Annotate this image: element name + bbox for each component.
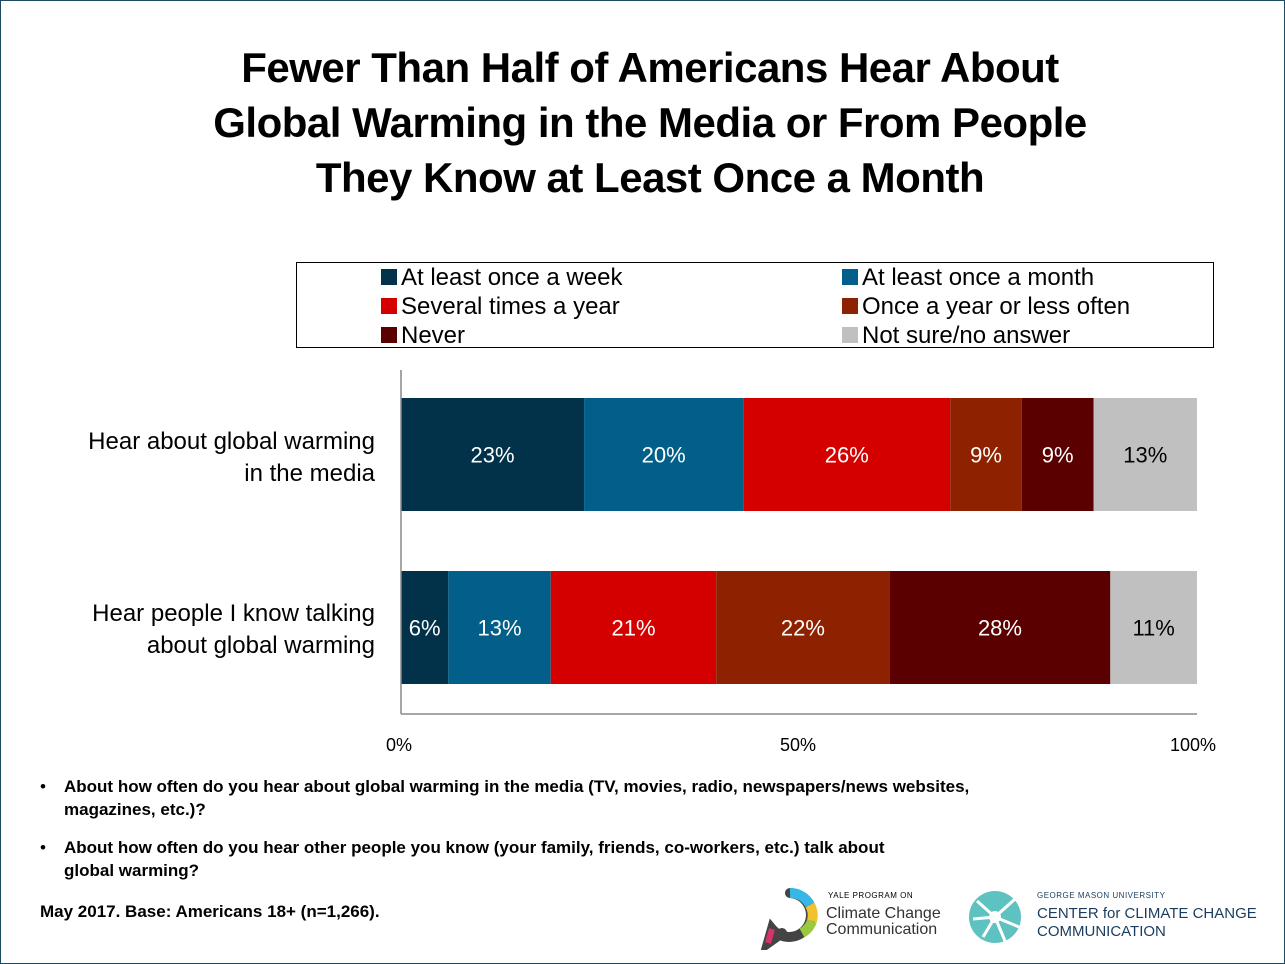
legend-swatch	[381, 269, 397, 285]
bar-segment	[716, 571, 890, 684]
swirl-icon	[969, 891, 1021, 943]
speech-ring-icon	[760, 888, 818, 950]
bar-data-label: 21%	[611, 616, 655, 641]
legend-label: At least once a month	[862, 264, 1095, 291]
base-note: May 2017. Base: Americans 18+ (n=1,266).	[40, 902, 380, 921]
legend-swatch	[842, 269, 858, 285]
survey-question-note: • About how often do you hear other peop…	[40, 836, 1220, 882]
title-line: They Know at Least Once a Month	[315, 154, 985, 201]
yale-logo-small: YALE PROGRAM ON	[828, 891, 914, 900]
x-tick-label: 0%	[386, 735, 413, 755]
legend-label: Several times a year	[401, 293, 620, 320]
x-tick-label: 50%	[780, 735, 817, 755]
note-line: About how often do you hear other people…	[64, 838, 885, 857]
gmu-logo-line: COMMUNICATION	[1037, 923, 1166, 940]
bar-segment	[889, 571, 1111, 684]
title-line: Fewer Than Half of Americans Hear About	[241, 44, 1059, 91]
legend-swatch	[381, 298, 397, 314]
bar-segment	[550, 571, 717, 684]
legend-label: Once a year or less often	[862, 293, 1131, 320]
bar-data-label: 28%	[978, 616, 1022, 641]
category-label-line: Hear about global warming	[88, 428, 375, 455]
bar-data-label: 13%	[477, 616, 521, 641]
yale-logo-line: Communication	[826, 921, 938, 938]
legend-item: At least once a week	[381, 263, 622, 293]
gmu-logo-small: GEORGE MASON UNIVERSITY	[1037, 891, 1166, 900]
title-line: Global Warming in the Media or From Peop…	[213, 99, 1087, 146]
category-label-line: in the media	[244, 460, 375, 487]
chart-legend: At least once a week At least once a mon…	[296, 262, 1214, 351]
bar-data-label: 20%	[642, 443, 686, 468]
bar-data-label: 9%	[970, 443, 1002, 468]
bar-data-label: 6%	[409, 616, 441, 641]
bar-group: 23% 20% 26% 9% 9% 13% 6% 13% 21% 22% 28% 11%	[401, 398, 1197, 684]
legend-item: Never	[381, 321, 465, 351]
legend-label: Never	[401, 322, 466, 349]
bar-segment	[1093, 398, 1197, 511]
legend-swatch	[842, 327, 858, 343]
category-label-line: about global warming	[146, 632, 375, 659]
bar-segment	[584, 398, 744, 511]
legend-item: Once a year or less often	[842, 292, 1130, 322]
legend-swatch	[842, 298, 858, 314]
bar-data-label: 9%	[1042, 443, 1074, 468]
bar-data-label: 11%	[1132, 616, 1174, 641]
bar-data-label: 23%	[471, 443, 515, 468]
yale-logo-line: Climate Change	[826, 905, 941, 922]
category-label: Hear about global warming in the media	[88, 426, 375, 490]
bar-data-label: 13%	[1123, 443, 1167, 468]
legend-swatch	[381, 327, 397, 343]
note-line: magazines, etc.)?	[64, 800, 206, 819]
bar-data-label: 22%	[781, 616, 825, 641]
yale-logo: YALE PROGRAM ON Climate Change Communica…	[760, 885, 960, 950]
gmu-logo: GEORGE MASON UNIVERSITY CENTER for CLIMA…	[965, 885, 1257, 950]
survey-question-note: • About how often do you hear about glob…	[40, 775, 1220, 821]
category-label: Hear people I know talking about global …	[92, 598, 375, 662]
bar-segment	[401, 571, 449, 684]
legend-item: At least once a month	[842, 263, 1094, 293]
x-tick-label: 100%	[1170, 735, 1217, 755]
bar-segment	[401, 398, 585, 511]
chart-title: Fewer Than Half of Americans Hear About …	[60, 40, 1240, 205]
bar-data-label: 26%	[825, 443, 869, 468]
bar-segment	[1110, 571, 1197, 684]
bullet: •	[40, 838, 46, 857]
bullet: •	[40, 777, 46, 796]
bar-segment	[448, 571, 551, 684]
gmu-logo-line: CENTER for CLIMATE CHANGE	[1037, 905, 1257, 922]
legend-label: Not sure/no answer	[862, 322, 1071, 349]
legend-item: Not sure/no answer	[842, 321, 1070, 351]
legend-item: Several times a year	[381, 292, 620, 322]
bar-segment	[950, 398, 1022, 511]
legend-label: At least once a week	[401, 264, 623, 291]
bar-segment	[1021, 398, 1094, 511]
bar-segment	[743, 398, 951, 511]
note-line: About how often do you hear about global…	[64, 777, 970, 796]
note-line: global warming?	[64, 861, 200, 880]
category-label-line: Hear people I know talking	[92, 600, 375, 627]
